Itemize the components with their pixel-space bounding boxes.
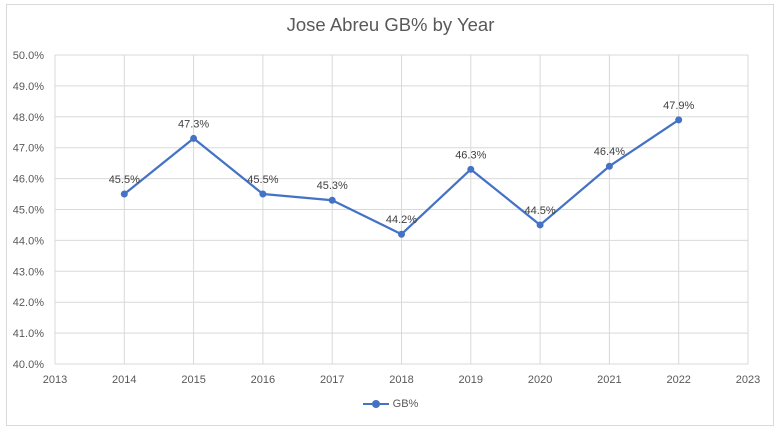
y-tick-label: 47.0% [13,143,44,155]
data-label: 45.5% [247,174,278,186]
x-tick-label: 2020 [528,374,552,386]
data-point [467,165,475,173]
legend-item-gb[interactable]: GB% [362,398,419,410]
x-tick-label: 2019 [459,374,483,386]
data-label: 46.3% [455,149,486,161]
x-tick-label: 2021 [597,374,621,386]
data-point [675,116,683,124]
x-tick-label: 2015 [181,374,205,386]
y-tick-label: 41.0% [13,328,44,340]
y-tick-label: 46.0% [13,174,44,186]
data-label: 45.5% [109,174,140,186]
x-tick-label: 2017 [320,374,344,386]
y-tick-label: 48.0% [13,112,44,124]
data-point [190,134,198,142]
data-point [536,221,544,229]
data-label: 45.3% [317,180,348,192]
y-tick-label: 49.0% [13,81,44,93]
x-tick-label: 2018 [389,374,413,386]
legend: GB% [0,398,781,410]
x-tick-label: 2023 [736,374,760,386]
data-point [120,190,128,198]
y-tick-label: 50.0% [13,50,44,62]
data-label: 44.5% [524,205,555,217]
data-label: 44.2% [386,214,417,226]
data-label: 46.4% [594,146,625,158]
y-tick-label: 40.0% [13,359,44,371]
data-label: 47.3% [178,118,209,130]
y-tick-label: 45.0% [13,205,44,217]
x-tick-label: 2013 [43,374,67,386]
x-tick-label: 2014 [112,374,136,386]
data-point [259,190,267,198]
data-point [398,230,405,238]
x-tick-label: 2022 [666,374,690,386]
chart-title: Jose Abreu GB% by Year [286,14,495,35]
y-tick-label: 42.0% [13,297,44,309]
data-label: 47.9% [663,100,694,112]
legend-line-marker-icon [362,400,389,408]
chart-frame [6,4,774,426]
y-tick-label: 43.0% [13,266,44,278]
data-point [328,196,336,204]
y-tick-label: 44.0% [13,235,44,247]
x-tick-label: 2016 [251,374,275,386]
data-point [605,162,613,170]
legend-label: GB% [392,398,419,410]
